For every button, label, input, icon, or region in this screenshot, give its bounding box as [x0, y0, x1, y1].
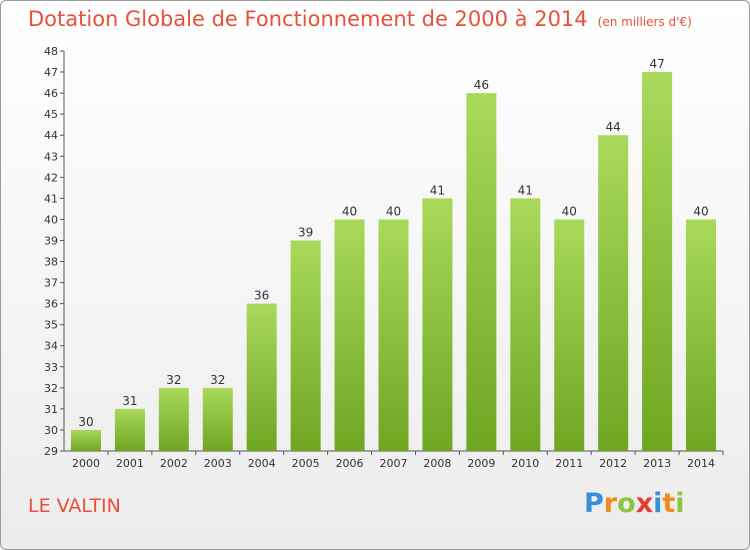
y-tick-label: 31 — [44, 403, 58, 416]
x-axis: 2000 2001 2002 2003 2004 2005 2006 2007 2008 2009… — [64, 450, 724, 470]
x-tick-label: 2000 — [72, 457, 100, 470]
data-label: 30 — [78, 415, 93, 429]
y-tick-label: 36 — [44, 298, 58, 311]
y-tick-label: 38 — [44, 256, 58, 269]
x-tick-label: 2008 — [423, 457, 451, 470]
bar — [70, 429, 101, 451]
logo-letter: P — [584, 488, 604, 519]
x-tick-label: 2014 — [687, 457, 715, 470]
bar — [334, 219, 365, 451]
bar — [466, 93, 497, 452]
logo-letter: x — [635, 488, 654, 519]
data-label: 44 — [606, 120, 621, 134]
y-tick-label: 35 — [44, 319, 58, 332]
x-tick-label: 2010 — [511, 457, 539, 470]
bar — [598, 135, 629, 452]
x-tick-label: 2005 — [292, 457, 320, 470]
bar — [642, 72, 673, 451]
x-tick-label: 2006 — [336, 457, 364, 470]
data-label: 32 — [166, 373, 181, 387]
chart-unit-label: (en milliers d'€) — [597, 15, 692, 29]
data-label: 40 — [562, 204, 577, 218]
data-label: 32 — [210, 373, 225, 387]
bar — [114, 408, 145, 451]
data-label: 47 — [649, 57, 664, 71]
y-tick-label: 41 — [44, 192, 58, 205]
data-label: 39 — [298, 225, 313, 239]
y-tick-label: 34 — [44, 340, 58, 353]
logo-letter: r — [603, 488, 618, 519]
y-tick-label: 40 — [44, 213, 58, 226]
chart-title: Dotation Globale de Fonctionnement de 20… — [28, 7, 692, 31]
logo-letter: i — [675, 488, 685, 519]
data-label: 36 — [254, 289, 269, 303]
y-tick-label: 30 — [44, 424, 58, 437]
y-tick-label: 29 — [44, 445, 58, 458]
y-tick-label: 37 — [44, 277, 58, 290]
bar — [378, 219, 409, 451]
x-tick-label: 2004 — [248, 457, 276, 470]
data-label: 41 — [430, 183, 445, 197]
data-label: 40 — [693, 204, 708, 218]
data-labels: 30 31 32 32 36 39 40 40 41 46 41 40 44 47 40 — [78, 57, 708, 429]
bar — [246, 303, 277, 451]
x-tick-label: 2009 — [467, 457, 495, 470]
y-tick-label: 44 — [44, 129, 58, 142]
bar — [554, 219, 585, 451]
y-tick-label: 46 — [44, 87, 58, 100]
y-tick-label: 42 — [44, 171, 58, 184]
proxiti-logo: Proxiti — [584, 488, 685, 519]
commune-name: LE VALTIN — [28, 495, 121, 517]
y-tick-label: 45 — [44, 108, 58, 121]
bar — [686, 219, 717, 451]
bar — [290, 240, 321, 451]
data-label: 41 — [518, 183, 533, 197]
y-tick-label: 39 — [44, 234, 58, 247]
bar — [158, 387, 189, 451]
y-tick-label: 32 — [44, 382, 58, 395]
x-tick-label: 2003 — [204, 457, 232, 470]
bar — [422, 198, 453, 451]
x-tick-label: 2001 — [116, 457, 144, 470]
chart-title-text: Dotation Globale de Fonctionnement de 20… — [28, 7, 588, 31]
y-tick-label: 48 — [44, 45, 58, 58]
x-tick-label: 2007 — [380, 457, 408, 470]
y-tick-label: 43 — [44, 150, 58, 163]
logo-letter: o — [617, 488, 636, 519]
data-label: 40 — [386, 204, 401, 218]
x-tick-label: 2011 — [555, 457, 583, 470]
bars — [70, 72, 717, 452]
y-tick-label: 47 — [44, 66, 58, 79]
y-tick-label: 33 — [44, 361, 58, 374]
y-axis: 29 30 31 32 33 34 35 36 37 38 39 40 41 42 43 44 45 46 47 48 — [44, 45, 65, 458]
x-tick-label: 2013 — [643, 457, 671, 470]
data-label: 40 — [342, 204, 357, 218]
logo-letter: i — [653, 488, 663, 519]
x-tick-label: 2002 — [160, 457, 188, 470]
data-label: 46 — [474, 78, 489, 92]
bar — [510, 198, 541, 451]
bar — [202, 387, 233, 451]
x-tick-label: 2012 — [599, 457, 627, 470]
logo-letter: t — [662, 488, 676, 519]
data-label: 31 — [122, 394, 137, 408]
